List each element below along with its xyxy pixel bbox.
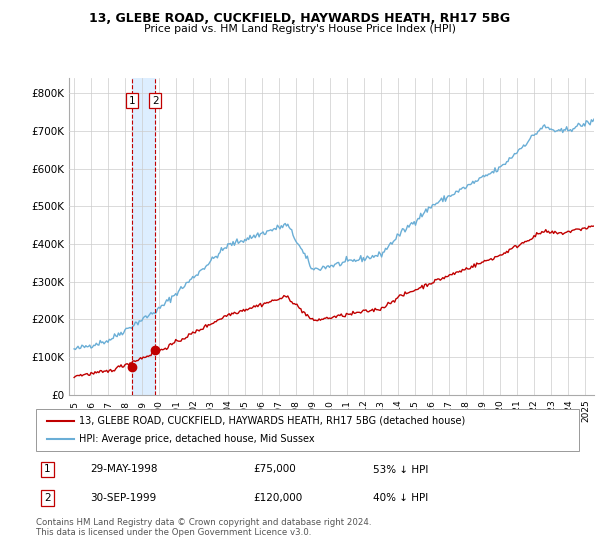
Text: Contains HM Land Registry data © Crown copyright and database right 2024.
This d: Contains HM Land Registry data © Crown c… [36,518,371,538]
Bar [132,78,155,395]
Text: 1: 1 [44,464,51,474]
FancyBboxPatch shape [36,409,579,451]
Text: 40% ↓ HPI: 40% ↓ HPI [373,493,428,503]
Text: 2: 2 [152,96,158,105]
Text: £75,000: £75,000 [253,464,296,474]
Text: £120,000: £120,000 [253,493,302,503]
Text: 1: 1 [128,96,135,105]
Text: 29-MAY-1998: 29-MAY-1998 [91,464,158,474]
Text: 13, GLEBE ROAD, CUCKFIELD, HAYWARDS HEATH, RH17 5BG (detached house): 13, GLEBE ROAD, CUCKFIELD, HAYWARDS HEAT… [79,416,466,426]
Text: HPI: Average price, detached house, Mid Sussex: HPI: Average price, detached house, Mid … [79,435,315,445]
Text: 30-SEP-1999: 30-SEP-1999 [91,493,157,503]
Text: Price paid vs. HM Land Registry's House Price Index (HPI): Price paid vs. HM Land Registry's House … [144,24,456,34]
Text: 13, GLEBE ROAD, CUCKFIELD, HAYWARDS HEATH, RH17 5BG: 13, GLEBE ROAD, CUCKFIELD, HAYWARDS HEAT… [89,12,511,25]
Text: 53% ↓ HPI: 53% ↓ HPI [373,464,428,474]
Text: 2: 2 [44,493,51,503]
